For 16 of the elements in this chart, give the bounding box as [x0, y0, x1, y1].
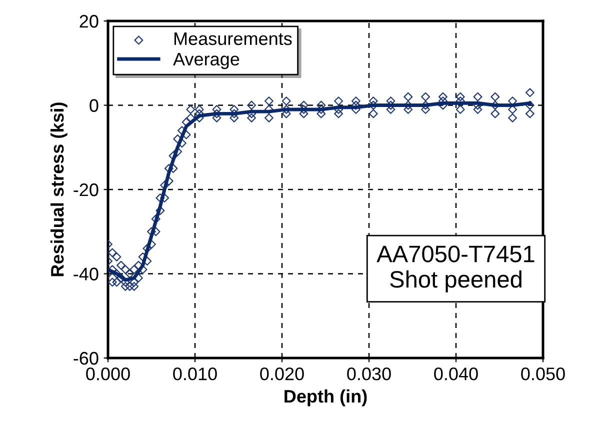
x-tick-label: 0.000: [86, 368, 130, 380]
annotation: AA7050-T7451 Shot peened: [376, 246, 534, 292]
x-tick-label: 0.040: [434, 368, 478, 380]
y-axis-title: Residual stress (ksi): [50, 102, 68, 276]
legend-label: Average: [173, 52, 240, 70]
y-tick-label: -20: [74, 183, 98, 196]
y-tick-label: -60: [74, 352, 98, 365]
x-tick-label: 0.010: [173, 368, 217, 380]
y-tick-label: -40: [74, 268, 98, 280]
x-tick-label: 0.050: [521, 368, 565, 380]
x-tick-label: 0.020: [260, 368, 304, 380]
x-tick-label: 0.030: [347, 368, 391, 380]
x-axis-title: Depth (in): [284, 389, 367, 406]
y-tick-label: 20: [80, 14, 98, 28]
y-tick-label: 0: [90, 99, 98, 112]
legend-label: Measurements: [174, 32, 292, 46]
